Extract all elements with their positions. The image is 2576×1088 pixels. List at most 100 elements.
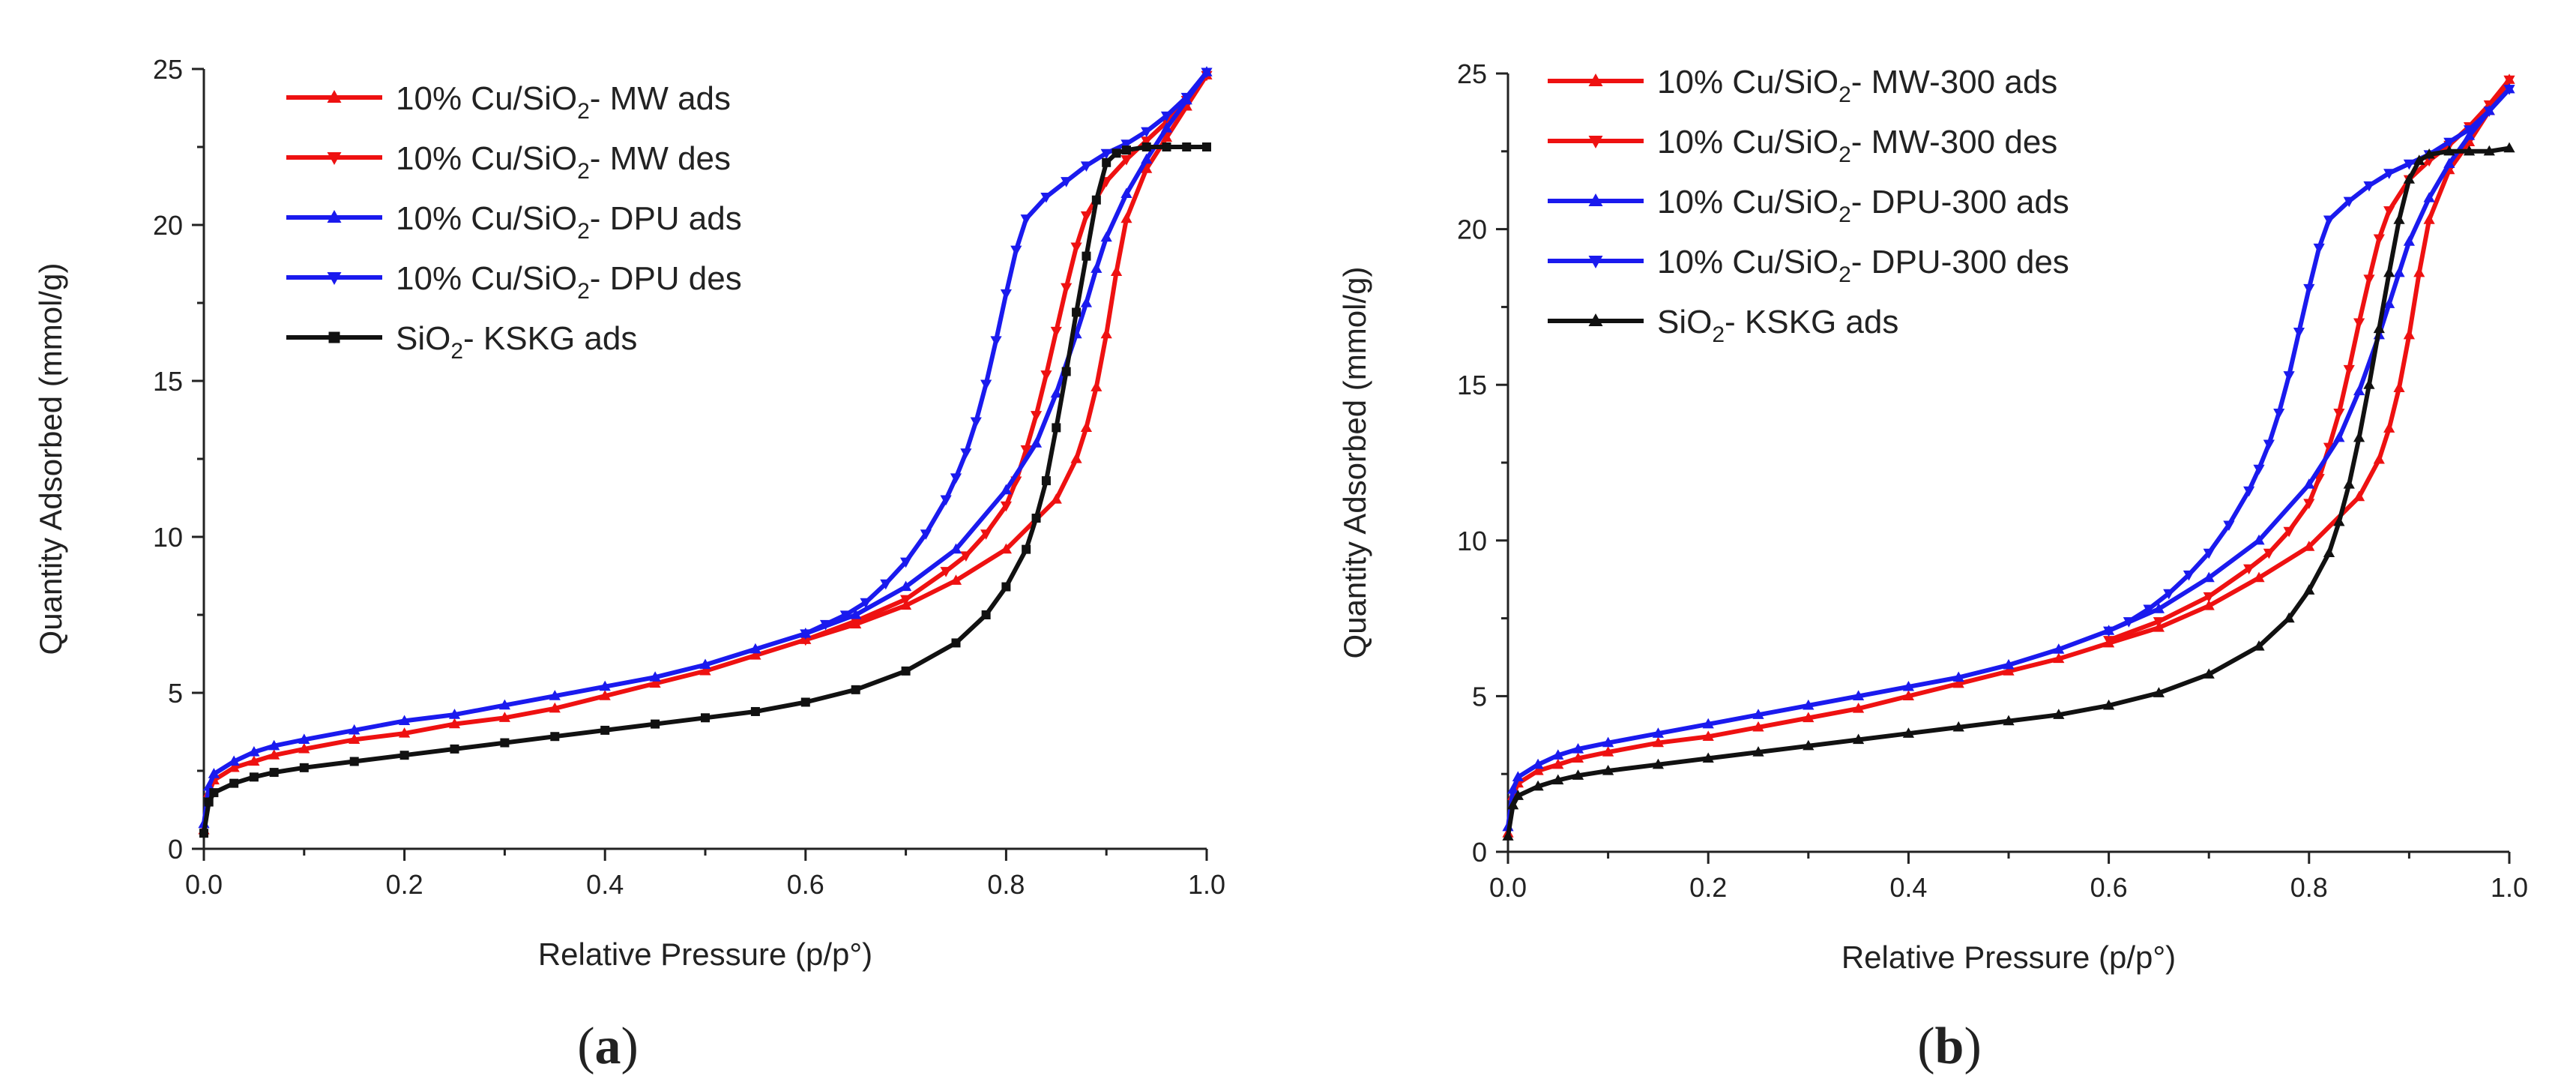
legend-label-subscript: 2 xyxy=(577,219,590,244)
data-point-marker xyxy=(1141,163,1153,173)
data-point-marker xyxy=(1120,187,1132,198)
data-point-marker xyxy=(940,495,952,506)
data-point-marker xyxy=(498,699,510,710)
legend-entry-label: 10% Cu/SiO2- MW des xyxy=(396,140,731,184)
legend-label-prefix: 10% Cu/SiO xyxy=(396,80,577,117)
data-point-marker xyxy=(1120,212,1132,223)
data-point-marker xyxy=(1010,245,1022,256)
legend-entry-label: 10% Cu/SiO2- MW-300 ads xyxy=(1657,64,2057,107)
data-point-marker xyxy=(1602,736,1614,748)
data-point-marker xyxy=(2263,548,2275,559)
data-point-marker xyxy=(1141,142,1151,151)
data-point-marker xyxy=(1532,765,1544,775)
data-point-marker xyxy=(599,690,611,700)
data-point-marker xyxy=(1080,421,1093,432)
legend-entry-label: SiO2- KSKG ads xyxy=(396,320,637,364)
data-point-marker xyxy=(1162,142,1171,151)
legend-label-prefix: 10% Cu/SiO xyxy=(1657,244,1839,280)
data-point-marker xyxy=(1082,251,1091,261)
x-tick-label: 0.8 xyxy=(987,869,1025,900)
data-point-marker xyxy=(1020,445,1032,456)
data-point-marker xyxy=(1100,231,1112,242)
data-point-marker xyxy=(1572,769,1584,780)
data-point-marker xyxy=(2333,431,2345,442)
data-point-marker xyxy=(1030,411,1043,421)
y-axis-label: Quantity Adsorbed (mmol/g) xyxy=(33,263,68,655)
x-tick-label: 0.4 xyxy=(1889,872,1927,903)
legend-marker xyxy=(1588,193,1603,206)
panel-label-open-paren: ( xyxy=(1917,1018,1934,1075)
legend-label-prefix: SiO xyxy=(396,320,450,357)
data-point-marker xyxy=(2053,652,2065,664)
data-point-marker xyxy=(1111,148,1121,158)
legend-marker xyxy=(1588,136,1603,148)
legend-label-subscript: 2 xyxy=(1839,202,1851,227)
legend-label-prefix: 10% Cu/SiO xyxy=(1657,184,1839,220)
legend-label-prefix: 10% Cu/SiO xyxy=(1657,64,1839,100)
data-point-marker xyxy=(349,733,361,744)
data-point-marker xyxy=(1803,699,1815,710)
x-axis-label: Relative Pressure (p/p°) xyxy=(1841,940,2176,975)
data-point-marker xyxy=(2423,214,2435,224)
data-point-marker xyxy=(1652,727,1664,738)
data-point-marker xyxy=(920,529,932,540)
data-point-marker xyxy=(1180,92,1192,103)
data-point-marker xyxy=(699,658,711,670)
data-point-marker xyxy=(1141,153,1153,164)
data-point-marker xyxy=(1952,671,1964,682)
data-point-marker xyxy=(1100,148,1112,160)
y-tick-label: 10 xyxy=(1457,526,1487,556)
data-point-marker xyxy=(2363,181,2375,192)
data-point-marker xyxy=(951,638,961,648)
data-point-marker xyxy=(2243,486,2255,497)
data-point-marker xyxy=(2413,266,2425,277)
legend-label-suffix: - DPU ads xyxy=(590,200,742,237)
legend-label-suffix: - MW des xyxy=(590,140,731,177)
data-point-marker xyxy=(2483,106,2495,117)
data-point-marker xyxy=(960,448,972,459)
data-point-marker xyxy=(1041,476,1051,486)
data-point-marker xyxy=(2183,570,2195,581)
data-point-marker xyxy=(749,643,761,654)
data-point-marker xyxy=(839,610,851,621)
data-point-marker xyxy=(209,788,219,798)
y-tick-label: 15 xyxy=(153,366,183,397)
legend-marker xyxy=(328,331,340,343)
data-point-marker xyxy=(800,629,812,640)
x-axis-label: Relative Pressure (p/p°) xyxy=(538,937,872,972)
data-point-marker xyxy=(1160,122,1173,133)
y-tick-label: 0 xyxy=(168,834,183,865)
x-tick-label: 0.8 xyxy=(2290,872,2328,903)
data-point-marker xyxy=(2203,668,2215,679)
data-point-marker xyxy=(950,473,962,484)
data-point-marker xyxy=(2503,85,2515,95)
data-point-marker xyxy=(2353,431,2365,442)
data-point-marker xyxy=(1702,718,1714,729)
series-3 xyxy=(800,67,1213,640)
data-point-marker xyxy=(1080,297,1093,307)
data-point-marker xyxy=(2363,379,2375,389)
data-point-marker xyxy=(2343,364,2355,376)
data-point-marker xyxy=(2323,215,2335,226)
data-point-marker xyxy=(701,713,710,723)
data-point-marker xyxy=(1602,746,1614,757)
data-point-marker xyxy=(1552,774,1564,785)
data-point-marker xyxy=(980,379,992,391)
data-point-marker xyxy=(299,763,309,772)
data-point-marker xyxy=(500,738,510,748)
panel-a-chart: 0.0 0.2 0.4 0.6 0.8 1.0 0 5 10 15 20 25 Relative Pre… xyxy=(33,54,1225,1075)
y-tick-label: 0 xyxy=(1472,837,1487,868)
data-point-marker xyxy=(600,725,610,735)
series-line xyxy=(202,73,1209,831)
legend-label-prefix: 10% Cu/SiO xyxy=(396,200,577,237)
data-point-marker xyxy=(448,709,461,719)
y-tick-label: 25 xyxy=(1457,58,1487,89)
data-point-marker xyxy=(1072,307,1082,317)
data-point-marker xyxy=(448,718,461,729)
data-point-marker xyxy=(1902,690,1914,700)
legend-label-suffix: - DPU-300 ads xyxy=(1851,184,2069,220)
x-tick-label: 0.6 xyxy=(787,869,824,900)
data-point-marker xyxy=(1652,736,1664,748)
legend-entry-label: SiO2- KSKG ads xyxy=(1657,304,1898,347)
